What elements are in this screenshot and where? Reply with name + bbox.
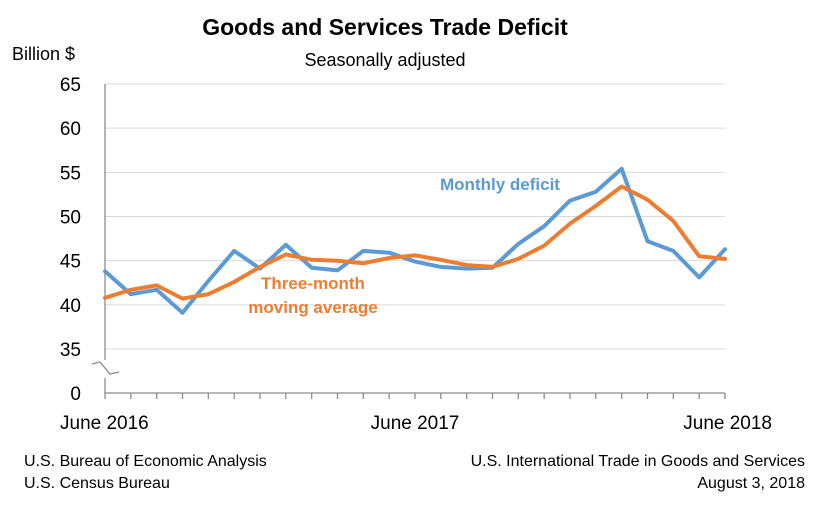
y-tick-label: 55: [60, 163, 81, 184]
chart-subtitle: Seasonally adjusted: [304, 50, 466, 70]
series-line-moving-average: [103, 184, 727, 301]
source-census: U.S. Census Bureau: [24, 475, 170, 492]
y-tick-label: 45: [60, 252, 81, 273]
y-tick-labels: 0 35 40 45 50 55 60 65: [60, 75, 81, 405]
series-label-moving-average-line1: Three-month: [261, 274, 365, 293]
y-tick-label: 50: [60, 208, 81, 229]
gridlines: [105, 83, 725, 350]
source-bea: U.S. Bureau of Economic Analysis: [24, 453, 267, 470]
chart-title: Goods and Services Trade Deficit: [202, 14, 568, 40]
y-tick-label: 40: [60, 296, 81, 317]
y-tick-label: 65: [60, 75, 81, 96]
series-label-moving-average-line2: moving average: [248, 298, 377, 317]
release-name: U.S. International Trade in Goods and Se…: [470, 453, 805, 470]
series-line-monthly-deficit: [103, 166, 727, 315]
axes: [91, 84, 726, 399]
release-date: August 3, 2018: [697, 475, 805, 492]
release-info: U.S. International Trade in Goods and Se…: [471, 451, 805, 495]
y-tick-label: 0: [70, 384, 81, 405]
x-tick-label: June 2018: [683, 413, 772, 434]
series-lines: [103, 166, 727, 315]
series-label-monthly-deficit: Monthly deficit: [440, 175, 560, 194]
y-tick-label: 60: [60, 119, 81, 140]
x-tick-label: June 2016: [60, 413, 149, 434]
y-tick-label: 35: [60, 340, 81, 361]
source-credits: U.S. Bureau of Economic Analysis U.S. Ce…: [24, 451, 267, 495]
x-tick-label: June 2017: [371, 413, 460, 434]
axis-break-mark: [91, 361, 120, 375]
x-tick-labels: June 2016 June 2017 June 2018: [60, 413, 772, 434]
y-axis-label: Billion $: [12, 44, 75, 64]
